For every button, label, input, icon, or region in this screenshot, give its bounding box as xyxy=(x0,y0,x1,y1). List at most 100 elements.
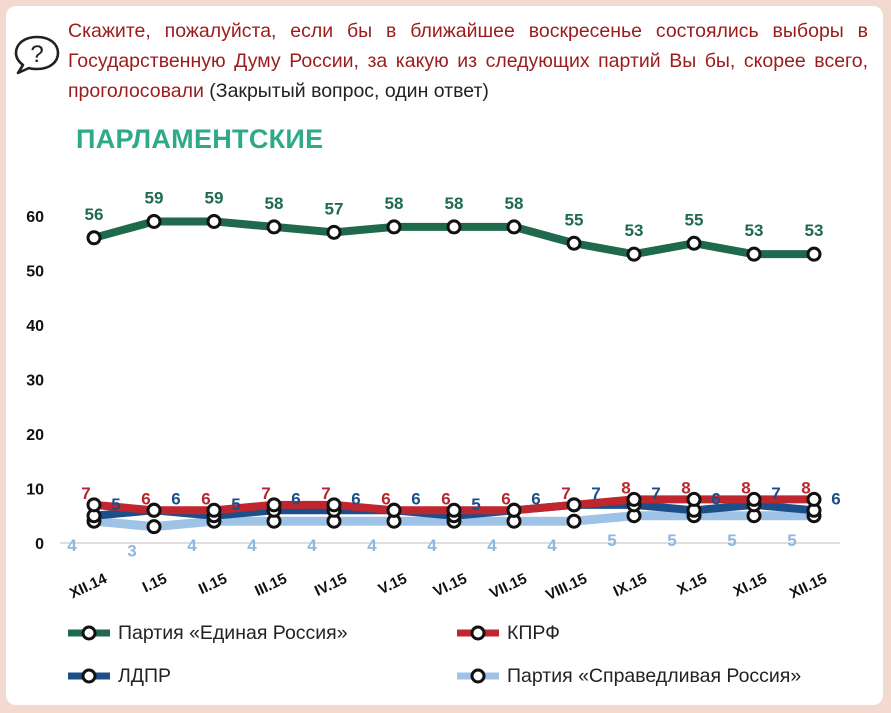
data-label-kprf: 7 xyxy=(321,484,330,503)
survey-question: Скажите, пожалуйста, если бы в ближайшее… xyxy=(68,16,868,106)
data-point-er xyxy=(446,219,462,235)
data-label-ldpr: 7 xyxy=(771,484,780,503)
data-label-er: 53 xyxy=(625,221,644,240)
data-label-sr: 5 xyxy=(607,531,616,550)
data-label-kprf: 6 xyxy=(441,489,450,508)
data-label-sr: 4 xyxy=(307,536,317,555)
data-point-er xyxy=(686,235,702,251)
legend-marker-ldpr xyxy=(68,668,110,684)
data-label-ldpr: 5 xyxy=(471,495,480,514)
x-tick-label: VIII.15 xyxy=(543,570,589,604)
data-point-sr xyxy=(146,519,162,535)
data-label-kprf: 7 xyxy=(81,484,90,503)
data-label-er: 53 xyxy=(805,221,824,240)
x-tick-label: VII.15 xyxy=(487,570,530,602)
data-point-er xyxy=(746,246,762,262)
data-point-kprf xyxy=(86,497,102,513)
data-label-sr: 4 xyxy=(367,536,377,555)
data-label-er: 56 xyxy=(85,205,104,224)
data-label-er: 58 xyxy=(265,194,284,213)
data-label-sr: 4 xyxy=(427,536,437,555)
legend-marker-kprf xyxy=(457,625,499,641)
data-point-kprf xyxy=(506,502,522,518)
legend-item-sr: Партия «Справедливая Россия» xyxy=(455,663,801,689)
data-label-ldpr: 6 xyxy=(351,489,360,508)
y-tick-label: 20 xyxy=(26,427,44,444)
data-label-sr: 4 xyxy=(187,536,197,555)
data-point-er xyxy=(506,219,522,235)
data-label-er: 53 xyxy=(745,221,764,240)
data-label-sr: 4 xyxy=(247,536,257,555)
legend-marker-er xyxy=(68,625,110,641)
data-label-kprf: 6 xyxy=(381,489,390,508)
data-label-kprf: 6 xyxy=(141,489,150,508)
data-point-sr xyxy=(566,513,582,529)
legend-label-er: Партия «Единая Россия» xyxy=(118,621,348,644)
question-note: (Закрытый вопрос, один ответ) xyxy=(209,80,489,102)
data-label-kprf: 8 xyxy=(681,478,690,497)
data-point-kprf xyxy=(326,497,342,513)
data-label-kprf: 6 xyxy=(501,489,510,508)
data-point-kprf xyxy=(566,497,582,513)
data-label-er: 57 xyxy=(325,199,344,218)
legend-item-ldpr: ЛДПР xyxy=(66,663,171,689)
data-label-ldpr: 5 xyxy=(231,495,240,514)
svg-text:?: ? xyxy=(30,41,43,68)
x-tick-label: XII.15 xyxy=(787,570,830,602)
legend-item-er: Партия «Единая Россия» xyxy=(66,620,348,646)
data-label-ldpr: 7 xyxy=(651,484,660,503)
data-label-er: 59 xyxy=(145,188,164,207)
legend-label-ldpr: ЛДПР xyxy=(118,664,172,687)
data-label-ldpr: 6 xyxy=(291,489,300,508)
y-tick-label: 40 xyxy=(26,318,44,335)
data-label-ldpr: 6 xyxy=(171,489,180,508)
data-label-sr: 4 xyxy=(547,536,557,555)
data-point-kprf xyxy=(686,491,702,507)
data-label-sr: 5 xyxy=(787,531,796,550)
data-label-er: 58 xyxy=(385,194,404,213)
data-label-sr: 5 xyxy=(727,531,736,550)
data-point-er xyxy=(326,224,342,240)
data-point-kprf xyxy=(806,491,822,507)
data-label-er: 58 xyxy=(445,194,464,213)
legend-item-kprf: КПРФ xyxy=(455,620,560,646)
data-label-er: 58 xyxy=(505,194,524,213)
y-tick-label: 10 xyxy=(26,482,44,499)
x-tick-label: V.15 xyxy=(376,570,410,598)
data-point-kprf xyxy=(266,497,282,513)
data-label-sr: 4 xyxy=(67,536,77,555)
x-tick-label: II.15 xyxy=(196,570,230,598)
data-point-kprf xyxy=(446,502,462,518)
data-label-ldpr: 6 xyxy=(831,489,840,508)
x-tick-label: XII.14 xyxy=(67,570,110,602)
data-point-er xyxy=(146,213,162,229)
data-label-kprf: 8 xyxy=(741,478,750,497)
x-tick-label: XI.15 xyxy=(731,570,770,600)
data-point-er xyxy=(266,219,282,235)
y-tick-label: 60 xyxy=(26,209,44,226)
data-point-er xyxy=(806,246,822,262)
chart-card xyxy=(6,6,883,705)
data-label-er: 59 xyxy=(205,188,224,207)
x-tick-label: IX.15 xyxy=(611,570,650,600)
data-label-er: 55 xyxy=(685,210,704,229)
data-label-kprf: 8 xyxy=(801,478,810,497)
y-tick-label: 30 xyxy=(26,373,44,390)
data-point-er xyxy=(206,213,222,229)
data-point-kprf xyxy=(746,491,762,507)
data-point-kprf xyxy=(386,502,402,518)
x-tick-label: VI.15 xyxy=(431,570,470,600)
data-point-kprf xyxy=(146,502,162,518)
y-tick-label: 50 xyxy=(26,264,44,281)
data-point-er xyxy=(386,219,402,235)
data-point-er xyxy=(566,235,582,251)
legend-label-sr: Партия «Справедливая Россия» xyxy=(507,664,802,687)
data-point-kprf xyxy=(626,491,642,507)
x-tick-label: IV.15 xyxy=(312,570,350,600)
data-label-ldpr: 6 xyxy=(711,489,720,508)
data-label-kprf: 6 xyxy=(201,489,210,508)
question-bubble-icon: ? xyxy=(14,35,60,75)
data-label-sr: 4 xyxy=(487,536,497,555)
data-point-er xyxy=(86,230,102,246)
question-text: Скажите, пожалуйста, если бы в ближайшее… xyxy=(68,20,868,102)
